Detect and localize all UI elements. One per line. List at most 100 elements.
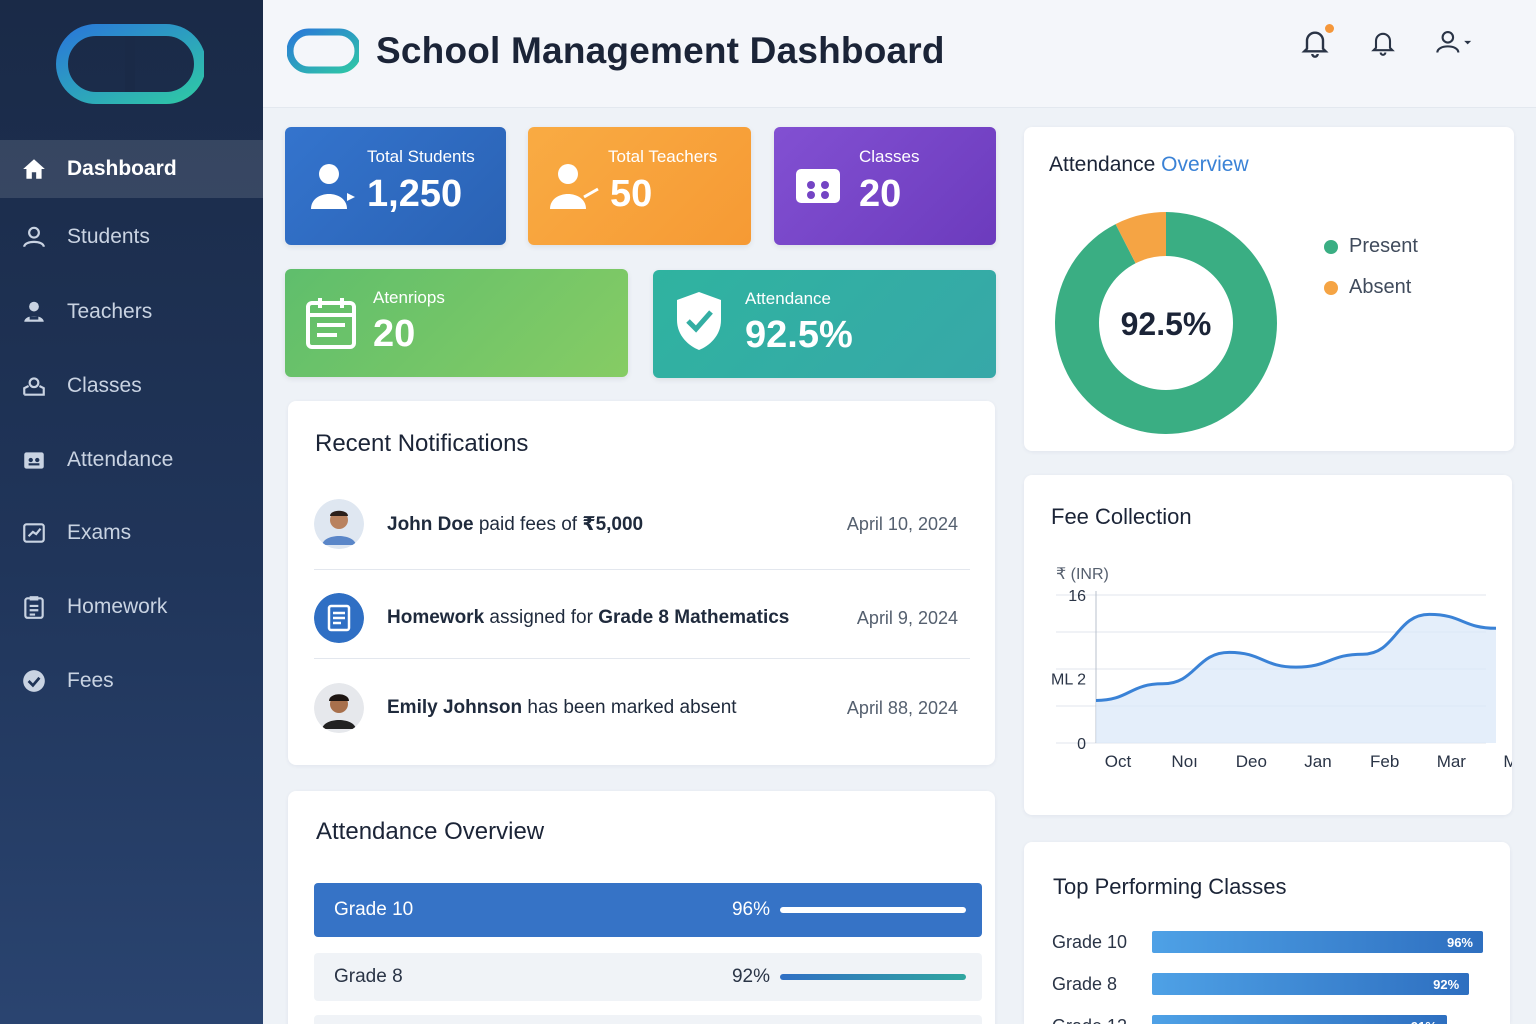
student-icon xyxy=(311,164,355,209)
grade-name: Grade 8 xyxy=(334,966,403,987)
attendance-overview-donut-panel: Attendance Overview 92.5% Present Absent xyxy=(1024,127,1514,451)
teacher-icon xyxy=(550,164,599,209)
stat-label: Atenriops xyxy=(373,288,445,307)
notification-item[interactable]: Homework assigned for Grade 8 Mathematic… xyxy=(314,573,970,663)
bell-icon[interactable] xyxy=(1369,28,1397,56)
notification-date: April 9, 2024 xyxy=(856,607,958,628)
homework-icon xyxy=(314,593,364,643)
y-tick-label: ML 2 xyxy=(1051,671,1086,688)
stat-card-attendings[interactable]: Atenriops 20 xyxy=(285,269,628,377)
notification-text: Emily Johnson has been marked absent xyxy=(387,697,737,718)
top-header: School Management Dashboard xyxy=(263,0,1536,108)
notification-text: Homework assigned for Grade 8 Mathematic… xyxy=(387,607,790,628)
class-name: Grade 10 xyxy=(1052,931,1128,952)
check-circle-icon xyxy=(20,667,48,695)
page-title: School Management Dashboard xyxy=(376,30,945,71)
donut-slice-present xyxy=(1055,212,1277,434)
sidebar-item-label: Dashboard xyxy=(67,157,177,180)
exam-icon xyxy=(20,519,48,547)
performance-bar: 91% xyxy=(1152,1015,1447,1024)
panel-title: Top Performing Classes xyxy=(1053,874,1287,899)
fee-collection-panel: Fee Collection ₹ (INR) 16 ML 2 0 Oct Noı Deo Ja… xyxy=(1024,475,1512,815)
performance-bar-track: 91% xyxy=(1152,1015,1483,1024)
stat-value: 92.5% xyxy=(745,314,853,356)
donut-slice-absent xyxy=(1115,212,1166,264)
top-class-row[interactable]: Grade 10 96% xyxy=(1052,930,1492,954)
fee-area xyxy=(1096,614,1496,743)
legend-dot xyxy=(1324,280,1338,295)
calendar-icon xyxy=(306,298,356,349)
legend-present: Present xyxy=(1324,235,1418,258)
sidebar-item-attendance[interactable]: Attendance xyxy=(0,431,263,489)
classroom-icon xyxy=(20,372,48,400)
attendance-percent: 96% xyxy=(731,899,770,920)
sidebar-item-label: Teachers xyxy=(67,300,153,323)
stat-card-total-teachers[interactable]: Total Teachers 50 xyxy=(528,127,751,245)
notification-date: April 88, 2024 xyxy=(846,697,958,718)
stat-card-attendance[interactable]: Attendance 92.5% xyxy=(653,270,996,378)
divider xyxy=(314,569,970,570)
app-logo[interactable] xyxy=(56,24,204,104)
home-icon xyxy=(20,155,48,183)
user-icon xyxy=(20,223,48,251)
attendance-donut-chart: 92.5% xyxy=(1055,212,1277,434)
stat-value: 20 xyxy=(373,313,416,355)
sidebar-item-label: Classes xyxy=(67,374,142,397)
sidebar-item-label: Students xyxy=(67,225,150,248)
stat-value: 50 xyxy=(610,173,653,215)
notification-item[interactable]: Emily Johnson has been marked absent Apr… xyxy=(314,663,970,753)
sidebar-item-homework[interactable]: Homework xyxy=(0,578,263,636)
user-menu-icon[interactable] xyxy=(1435,26,1477,58)
x-tick-label: Oct xyxy=(1105,752,1132,771)
stat-card-classes[interactable]: Classes 20 xyxy=(774,127,996,245)
teacher-icon xyxy=(20,298,48,326)
performance-percent: 92% xyxy=(1433,976,1460,992)
attendance-bar xyxy=(780,974,966,980)
sidebar-item-classes[interactable]: Classes xyxy=(0,357,263,415)
attendance-bar xyxy=(780,907,966,913)
x-tick-label: Deo xyxy=(1236,752,1267,771)
sidebar-item-exams[interactable]: Exams xyxy=(0,504,263,562)
attendance-row-grade-10[interactable]: Grade 10 96% xyxy=(314,883,982,937)
shield-check-icon xyxy=(677,292,721,350)
notification-date: April 10, 2024 xyxy=(846,513,958,534)
notification-text: John Doe paid fees of ₹5,000 xyxy=(387,513,644,535)
fee-line xyxy=(1095,612,1497,702)
attendance-row-grade-8[interactable]: Grade 8 92% xyxy=(314,953,982,1001)
attendance-icon xyxy=(20,446,48,474)
sidebar-item-label: Fees xyxy=(67,669,114,692)
y-axis-label: ₹ (INR) xyxy=(1056,566,1109,583)
divider xyxy=(314,658,970,659)
sidebar: Dashboard Students Teachers Classes Atte… xyxy=(0,0,263,1024)
panel-title: Attendance Overview xyxy=(316,818,545,845)
sidebar-item-fees[interactable]: Fees xyxy=(0,652,263,710)
performance-bar-track: 96% xyxy=(1152,931,1483,953)
sidebar-item-teachers[interactable]: Teachers xyxy=(0,283,263,341)
fee-collection-chart: ₹ (INR) 16 ML 2 0 Oct Noı Deo Jan Feb Mar Mar xyxy=(1051,566,1512,771)
class-name: Grade 8 xyxy=(1052,973,1118,994)
stat-label: Total Teachers xyxy=(608,147,718,166)
panel-title: Fee Collection xyxy=(1051,504,1192,529)
stat-card-total-students[interactable]: Total Students 1,250 xyxy=(285,127,506,245)
x-tick-label: Mar xyxy=(1503,752,1512,771)
notification-item[interactable]: John Doe paid fees of ₹5,000 April 10, 2… xyxy=(314,479,970,569)
sidebar-item-dashboard[interactable]: Dashboard xyxy=(0,140,263,198)
stat-value: 1,250 xyxy=(367,173,463,215)
performance-bar: 96% xyxy=(1152,931,1483,953)
stat-label: Total Students xyxy=(367,147,475,166)
sidebar-item-students[interactable]: Students xyxy=(0,208,263,266)
attendance-row[interactable] xyxy=(314,1015,982,1024)
legend-label: Present xyxy=(1349,235,1418,257)
classroom-icon xyxy=(796,169,840,203)
sidebar-item-label: Exams xyxy=(67,521,132,544)
notification-bell-icon[interactable] xyxy=(1299,26,1331,58)
performance-percent: 91% xyxy=(1411,1019,1437,1024)
stat-label: Attendance xyxy=(745,289,832,308)
top-class-row[interactable]: Grade 12 91% xyxy=(1052,1014,1492,1024)
x-tick-label: Jan xyxy=(1304,752,1331,771)
class-name: Grade 12 xyxy=(1052,1016,1152,1024)
top-class-row[interactable]: Grade 8 92% xyxy=(1052,972,1492,996)
x-tick-label: Mar xyxy=(1437,752,1467,771)
x-tick-label: Feb xyxy=(1370,752,1399,771)
attendance-percent: 92% xyxy=(731,966,770,987)
